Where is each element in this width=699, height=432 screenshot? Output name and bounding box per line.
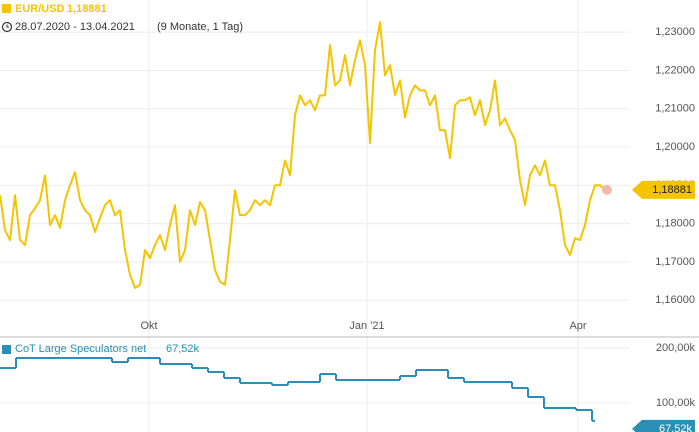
date-range: 28.07.2020 - 13.04.2021 bbox=[15, 21, 135, 33]
x-tick-label: Jan '21 bbox=[349, 320, 384, 332]
chart-title: EUR/USD bbox=[15, 3, 65, 15]
price-tag bbox=[632, 180, 695, 199]
y-tick-label: 100,00k bbox=[656, 397, 696, 409]
y-tick-label: 1,18000 bbox=[655, 217, 695, 229]
price-tag-label: 67,52k bbox=[659, 423, 693, 432]
y-tick-label: 1,21000 bbox=[655, 103, 695, 115]
x-tick-label: Okt bbox=[140, 320, 157, 332]
price-line bbox=[0, 21, 606, 289]
clock-hand bbox=[6, 24, 9, 28]
duration: (9 Monate, 1 Tag) bbox=[157, 21, 243, 33]
price-tag bbox=[632, 419, 695, 432]
last-point bbox=[602, 184, 612, 195]
y-tick-label: 1,23000 bbox=[655, 26, 695, 38]
y-tick-label: 1,16000 bbox=[655, 294, 695, 306]
last-value: 1,18881 bbox=[67, 3, 107, 15]
y-tick-label: 200,00k bbox=[656, 342, 696, 354]
legend-swatch bbox=[2, 345, 11, 354]
legend-label: CoT Large Speculators net bbox=[15, 343, 146, 355]
y-tick-label: 1,17000 bbox=[655, 256, 695, 268]
x-tick-label: Apr bbox=[569, 320, 586, 332]
legend-swatch bbox=[2, 4, 11, 13]
last-value: 67,52k bbox=[166, 343, 200, 355]
y-tick-label: 1,22000 bbox=[655, 64, 695, 76]
y-tick-label: 1,20000 bbox=[655, 141, 695, 153]
price-tag-label: 1,18881 bbox=[652, 184, 692, 196]
clock-icon bbox=[1, 21, 13, 33]
